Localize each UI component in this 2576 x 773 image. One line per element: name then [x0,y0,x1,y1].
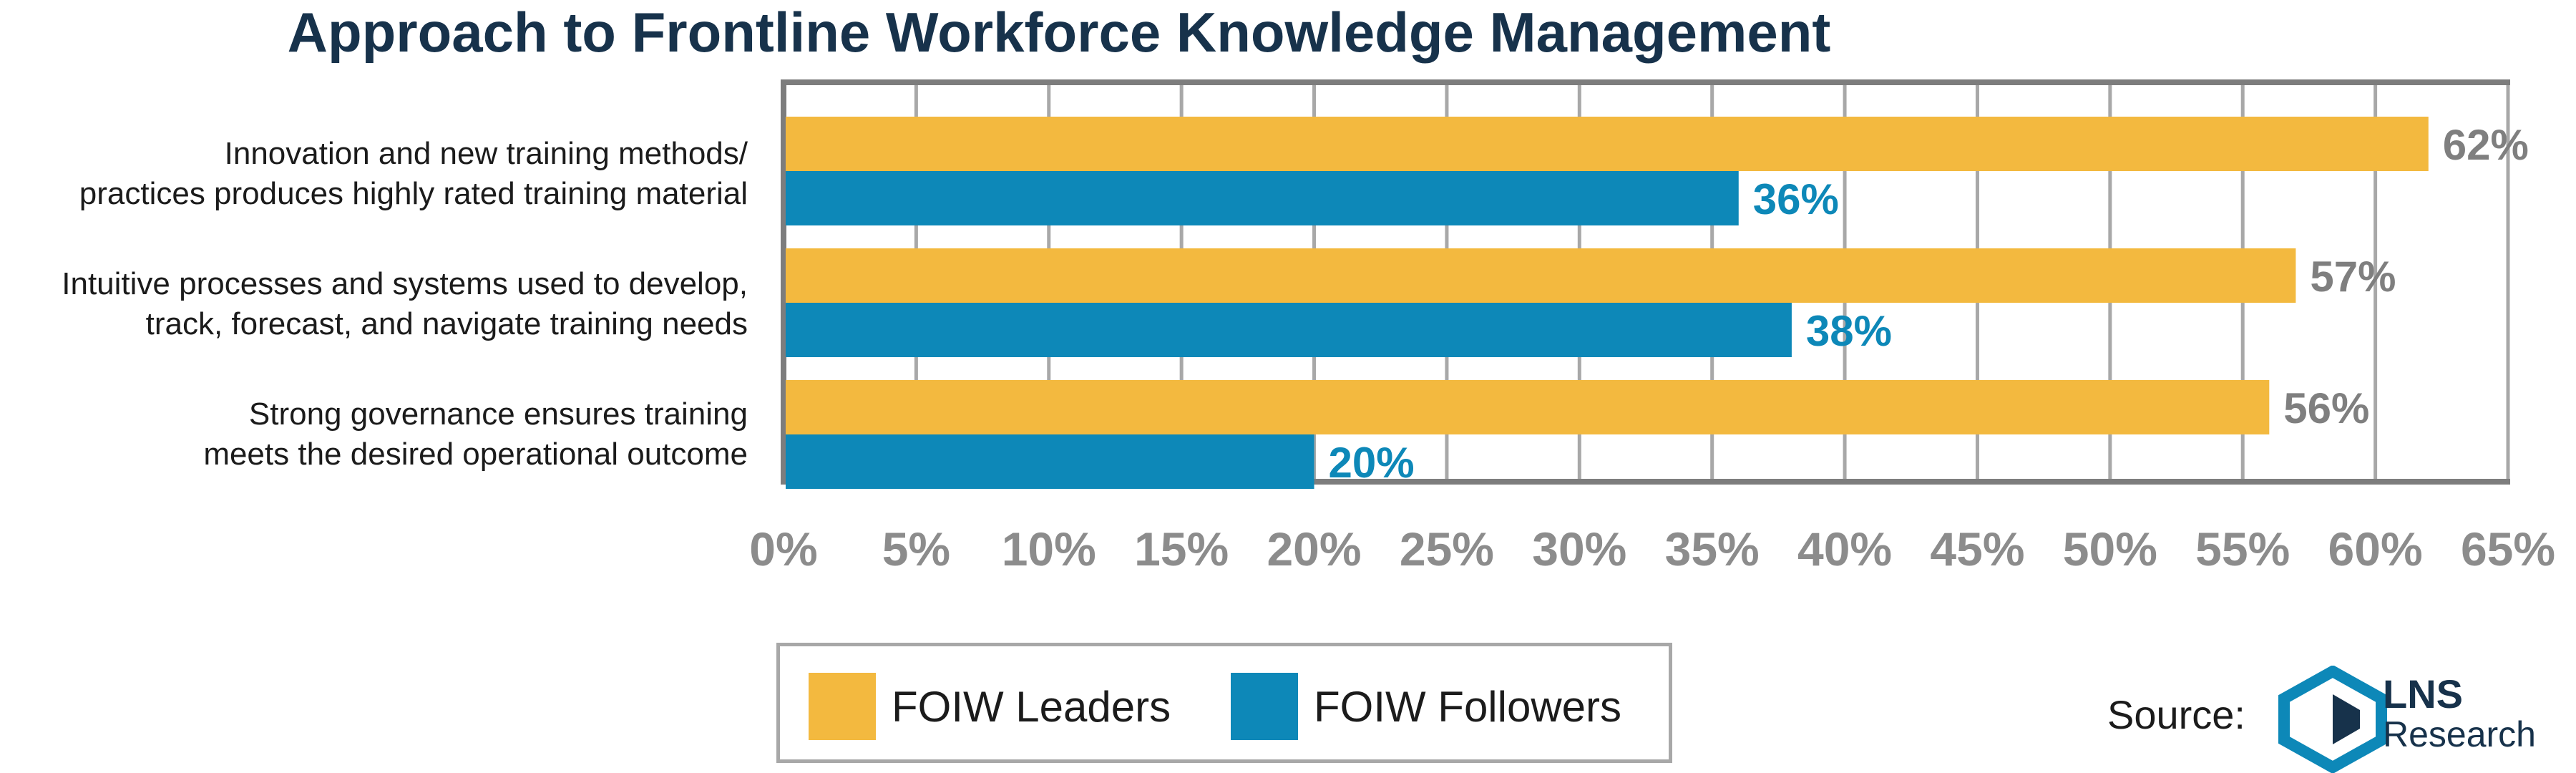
bar-leaders-1 [786,117,2429,171]
x-tick-label-0: 0% [749,522,817,575]
legend-item-leaders: FOIW Leaders [809,673,1171,740]
bar-followers-1 [786,171,1739,225]
legend: FOIW Leaders FOIW Followers [776,643,1672,763]
bar-followers-2 [786,303,1792,357]
chart-title: Approach to Frontline Workforce Knowledg… [287,1,1831,64]
x-tick-label-35: 35% [1665,522,1760,575]
legend-label-leaders: FOIW Leaders [892,682,1171,731]
x-tick-label-40: 40% [1797,522,1892,575]
x-tick-label-20: 20% [1267,522,1361,575]
bar-leaders-3 [786,380,2270,434]
x-tick-label-60: 60% [2328,522,2423,575]
category-label-2-line-1: Intuitive processes and systems used to … [62,266,748,301]
category-label-2-line-2: track, forecast, and navigate training n… [145,306,748,341]
logo-wordmark: LNS Research [2383,671,2536,755]
bar-leaders-2 [786,248,2296,303]
logo-research-text: Research [2383,714,2536,754]
category-label-3: Strong governance ensures training meets… [0,394,748,475]
legend-item-followers: FOIW Followers [1231,673,1622,740]
legend-swatch-followers [1231,673,1298,740]
source-label: Source: [2107,692,2245,737]
data-label-followers-1: 36% [1753,175,1839,223]
data-label-followers-3: 20% [1329,439,1415,487]
category-label-1-line-2: practices produces highly rated training… [79,176,748,211]
x-tick-label-25: 25% [1400,522,1494,575]
bar-chart: 0% 5% 10% 15% 20% 25% 30% 35% 40% 45% 50% 55% 60% 65%… [749,79,2555,575]
lns-logo-icon [2278,666,2387,773]
x-tick-label-65: 65% [2461,522,2555,575]
category-label-1-line-1: Innovation and new training methods/ [224,136,748,171]
x-tick-label-55: 55% [2195,522,2290,575]
x-tick-label-10: 10% [1002,522,1096,575]
data-label-leaders-3: 56% [2283,384,2369,432]
category-label-3-line-1: Strong governance ensures training [248,397,748,432]
legend-label-followers: FOIW Followers [1314,682,1622,731]
x-tick-label-50: 50% [2063,522,2157,575]
bar-followers-3 [786,434,1314,489]
category-label-1: Innovation and new training methods/ pra… [0,134,748,214]
category-label-3-line-2: meets the desired operational outcome [203,437,748,472]
x-tick-label-5: 5% [882,522,950,575]
legend-swatch-leaders [809,673,876,740]
x-tick-label-15: 15% [1134,522,1229,575]
data-label-leaders-1: 62% [2443,121,2529,169]
x-tick-label-45: 45% [1930,522,2024,575]
data-label-followers-2: 38% [1806,307,1892,355]
data-label-leaders-2: 57% [2310,253,2396,301]
category-label-2: Intuitive processes and systems used to … [0,264,748,344]
x-tick-label-30: 30% [1532,522,1626,575]
logo-lns-text: LNS [2383,671,2463,716]
